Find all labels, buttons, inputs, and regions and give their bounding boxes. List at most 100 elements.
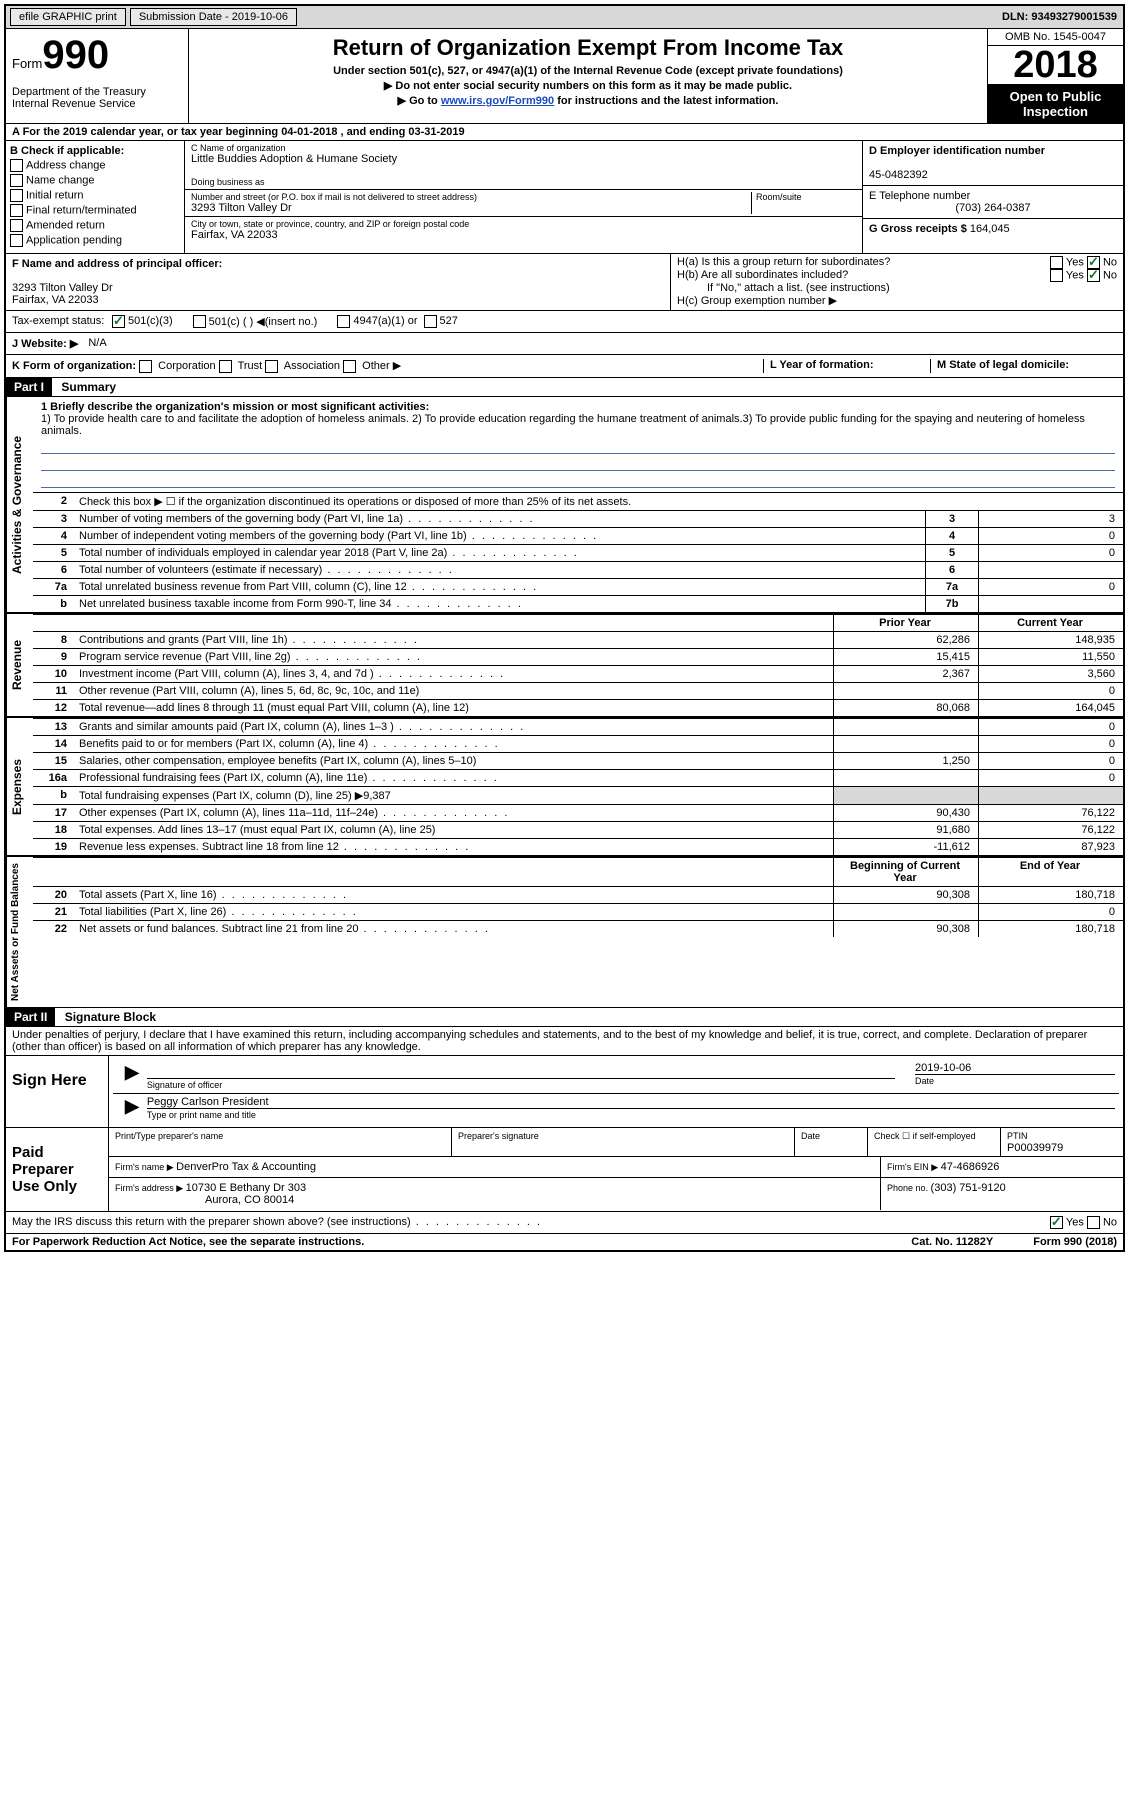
lb: 5 <box>926 544 979 561</box>
ptin-value: P00039979 <box>1007 1142 1063 1154</box>
sig-date-value: 2019-10-06 <box>915 1062 1115 1075</box>
lc: 76,122 <box>979 804 1124 821</box>
lt: Salaries, other compensation, employee b… <box>73 752 834 769</box>
lb: 7b <box>926 595 979 612</box>
form-title: Return of Organization Exempt From Incom… <box>193 35 983 61</box>
lt: Benefits paid to or for members (Part IX… <box>73 735 834 752</box>
lt: Total number of individuals employed in … <box>73 544 926 561</box>
website-label: J Website: ▶ <box>12 337 78 350</box>
hc-label: H(c) Group exemption number ▶ <box>677 294 1117 307</box>
lt: Total fundraising expenses (Part IX, col… <box>73 786 834 804</box>
tax-exempt-label: Tax-exempt status: <box>12 315 112 328</box>
lp: 15,415 <box>834 648 979 665</box>
col-b-checkboxes: B Check if applicable: Address change Na… <box>6 141 185 253</box>
lp: 90,430 <box>834 804 979 821</box>
chk-4947[interactable] <box>337 315 350 328</box>
irs-link[interactable]: www.irs.gov/Form990 <box>441 95 554 107</box>
firm-phone-value: (303) 751-9120 <box>931 1182 1006 1194</box>
inspection-badge: Open to Public Inspection <box>988 85 1123 123</box>
sign-here-label: Sign Here <box>6 1056 109 1127</box>
footer-mid: Cat. No. 11282Y <box>911 1236 993 1248</box>
governance-section: Activities & Governance 1 Briefly descri… <box>6 396 1123 612</box>
cell-address: Number and street (or P.O. box if mail i… <box>185 190 862 217</box>
chk-527[interactable] <box>424 315 437 328</box>
lt: Other expenses (Part IX, column (A), lin… <box>73 804 834 821</box>
f-label: F Name and address of principal officer: <box>12 258 222 270</box>
submission-date-button[interactable]: Submission Date - 2019-10-06 <box>130 8 297 26</box>
chk-initial-return[interactable]: Initial return <box>10 189 180 202</box>
footer-left: For Paperwork Reduction Act Notice, see … <box>12 1236 871 1248</box>
sig-date-label: Date <box>915 1076 934 1086</box>
lp: 2,367 <box>834 665 979 682</box>
chk-corp[interactable] <box>139 360 152 373</box>
org-name-label: C Name of organization <box>191 143 856 153</box>
lb: 7a <box>926 578 979 595</box>
lc: 11,550 <box>979 648 1124 665</box>
lt: Net unrelated business taxable income fr… <box>73 595 926 612</box>
subtitle-1: Under section 501(c), 527, or 4947(a)(1)… <box>193 65 983 77</box>
lv: 0 <box>979 527 1124 544</box>
chk-other[interactable] <box>343 360 356 373</box>
lt: Professional fundraising fees (Part IX, … <box>73 769 834 786</box>
ln: 14 <box>33 735 73 752</box>
opt-4947: 4947(a)(1) or <box>353 315 417 328</box>
lp <box>834 682 979 699</box>
chk-assoc[interactable] <box>265 360 278 373</box>
ln: 13 <box>33 718 73 735</box>
ln: 15 <box>33 752 73 769</box>
l-label: L Year of formation: <box>770 359 874 371</box>
ln: 12 <box>33 699 73 716</box>
lv <box>979 561 1124 578</box>
lt: Total number of volunteers (estimate if … <box>73 561 926 578</box>
firm-name-value: DenverPro Tax & Accounting <box>176 1161 316 1173</box>
sig-officer-label: Signature of officer <box>147 1080 222 1090</box>
sign-here-row: Sign Here ▶ Signature of officer 2019-10… <box>6 1055 1123 1127</box>
lp: 90,308 <box>834 886 979 903</box>
ln: 17 <box>33 804 73 821</box>
efile-button[interactable]: efile GRAPHIC print <box>10 8 126 26</box>
submission-date: 2019-10-06 <box>232 11 288 23</box>
ln: 7a <box>33 578 73 595</box>
lt: Grants and similar amounts paid (Part IX… <box>73 718 834 735</box>
ln: 9 <box>33 648 73 665</box>
lv: 0 <box>979 578 1124 595</box>
chk-final-return[interactable]: Final return/terminated <box>10 204 180 217</box>
section-f-h: F Name and address of principal officer:… <box>6 253 1123 310</box>
prep-sig-lbl: Preparer's signature <box>458 1131 539 1141</box>
exp-table: 13Grants and similar amounts paid (Part … <box>33 718 1123 855</box>
ln: 10 <box>33 665 73 682</box>
lp: 62,286 <box>834 631 979 648</box>
phone-value: (703) 264-0387 <box>869 202 1117 214</box>
lv: 3 <box>979 510 1124 527</box>
revenue-section: Revenue Prior YearCurrent Year 8Contribu… <box>6 612 1123 716</box>
chk-501c[interactable] <box>193 315 206 328</box>
chk-trust[interactable] <box>219 360 232 373</box>
dept-text: Department of the Treasury Internal Reve… <box>12 86 182 110</box>
sub3-suffix: for instructions and the latest informat… <box>554 95 778 107</box>
chk-amended-return[interactable]: Amended return <box>10 219 180 232</box>
cell-city: City or town, state or province, country… <box>185 217 862 243</box>
chk-name-change[interactable]: Name change <box>10 174 180 187</box>
expenses-section: Expenses 13Grants and similar amounts pa… <box>6 716 1123 855</box>
chk-application-pending[interactable]: Application pending <box>10 234 180 247</box>
lt: Total liabilities (Part X, line 26) <box>73 903 834 920</box>
chk-501c3[interactable] <box>112 315 125 328</box>
vert-gov: Activities & Governance <box>6 397 33 612</box>
row-k-l-m: K Form of organization: Corporation Trus… <box>6 354 1123 377</box>
chk-address-change[interactable]: Address change <box>10 159 180 172</box>
hb-label: H(b) Are all subordinates included? <box>677 269 1050 282</box>
chk-label: Final return/terminated <box>26 204 137 216</box>
lc: 0 <box>979 752 1124 769</box>
lt: Number of independent voting members of … <box>73 527 926 544</box>
subtitle-3: ▶ Go to www.irs.gov/Form990 for instruct… <box>193 94 983 107</box>
chk-label: Name change <box>26 174 95 186</box>
section-h: H(a) Is this a group return for subordin… <box>670 254 1123 310</box>
paid-preparer-row: Paid Preparer Use Only Print/Type prepar… <box>6 1127 1123 1211</box>
form-header: Form990 Department of the Treasury Inter… <box>6 29 1123 123</box>
addr-label: Number and street (or P.O. box if mail i… <box>191 192 751 202</box>
city-label: City or town, state or province, country… <box>191 219 856 229</box>
discuss-yes-no: Yes No <box>1050 1216 1117 1229</box>
col-d-right: D Employer identification number 45-0482… <box>862 141 1123 253</box>
line1-label: 1 Briefly describe the organization's mi… <box>41 401 429 413</box>
top-toolbar: efile GRAPHIC print Submission Date - 20… <box>6 6 1123 29</box>
